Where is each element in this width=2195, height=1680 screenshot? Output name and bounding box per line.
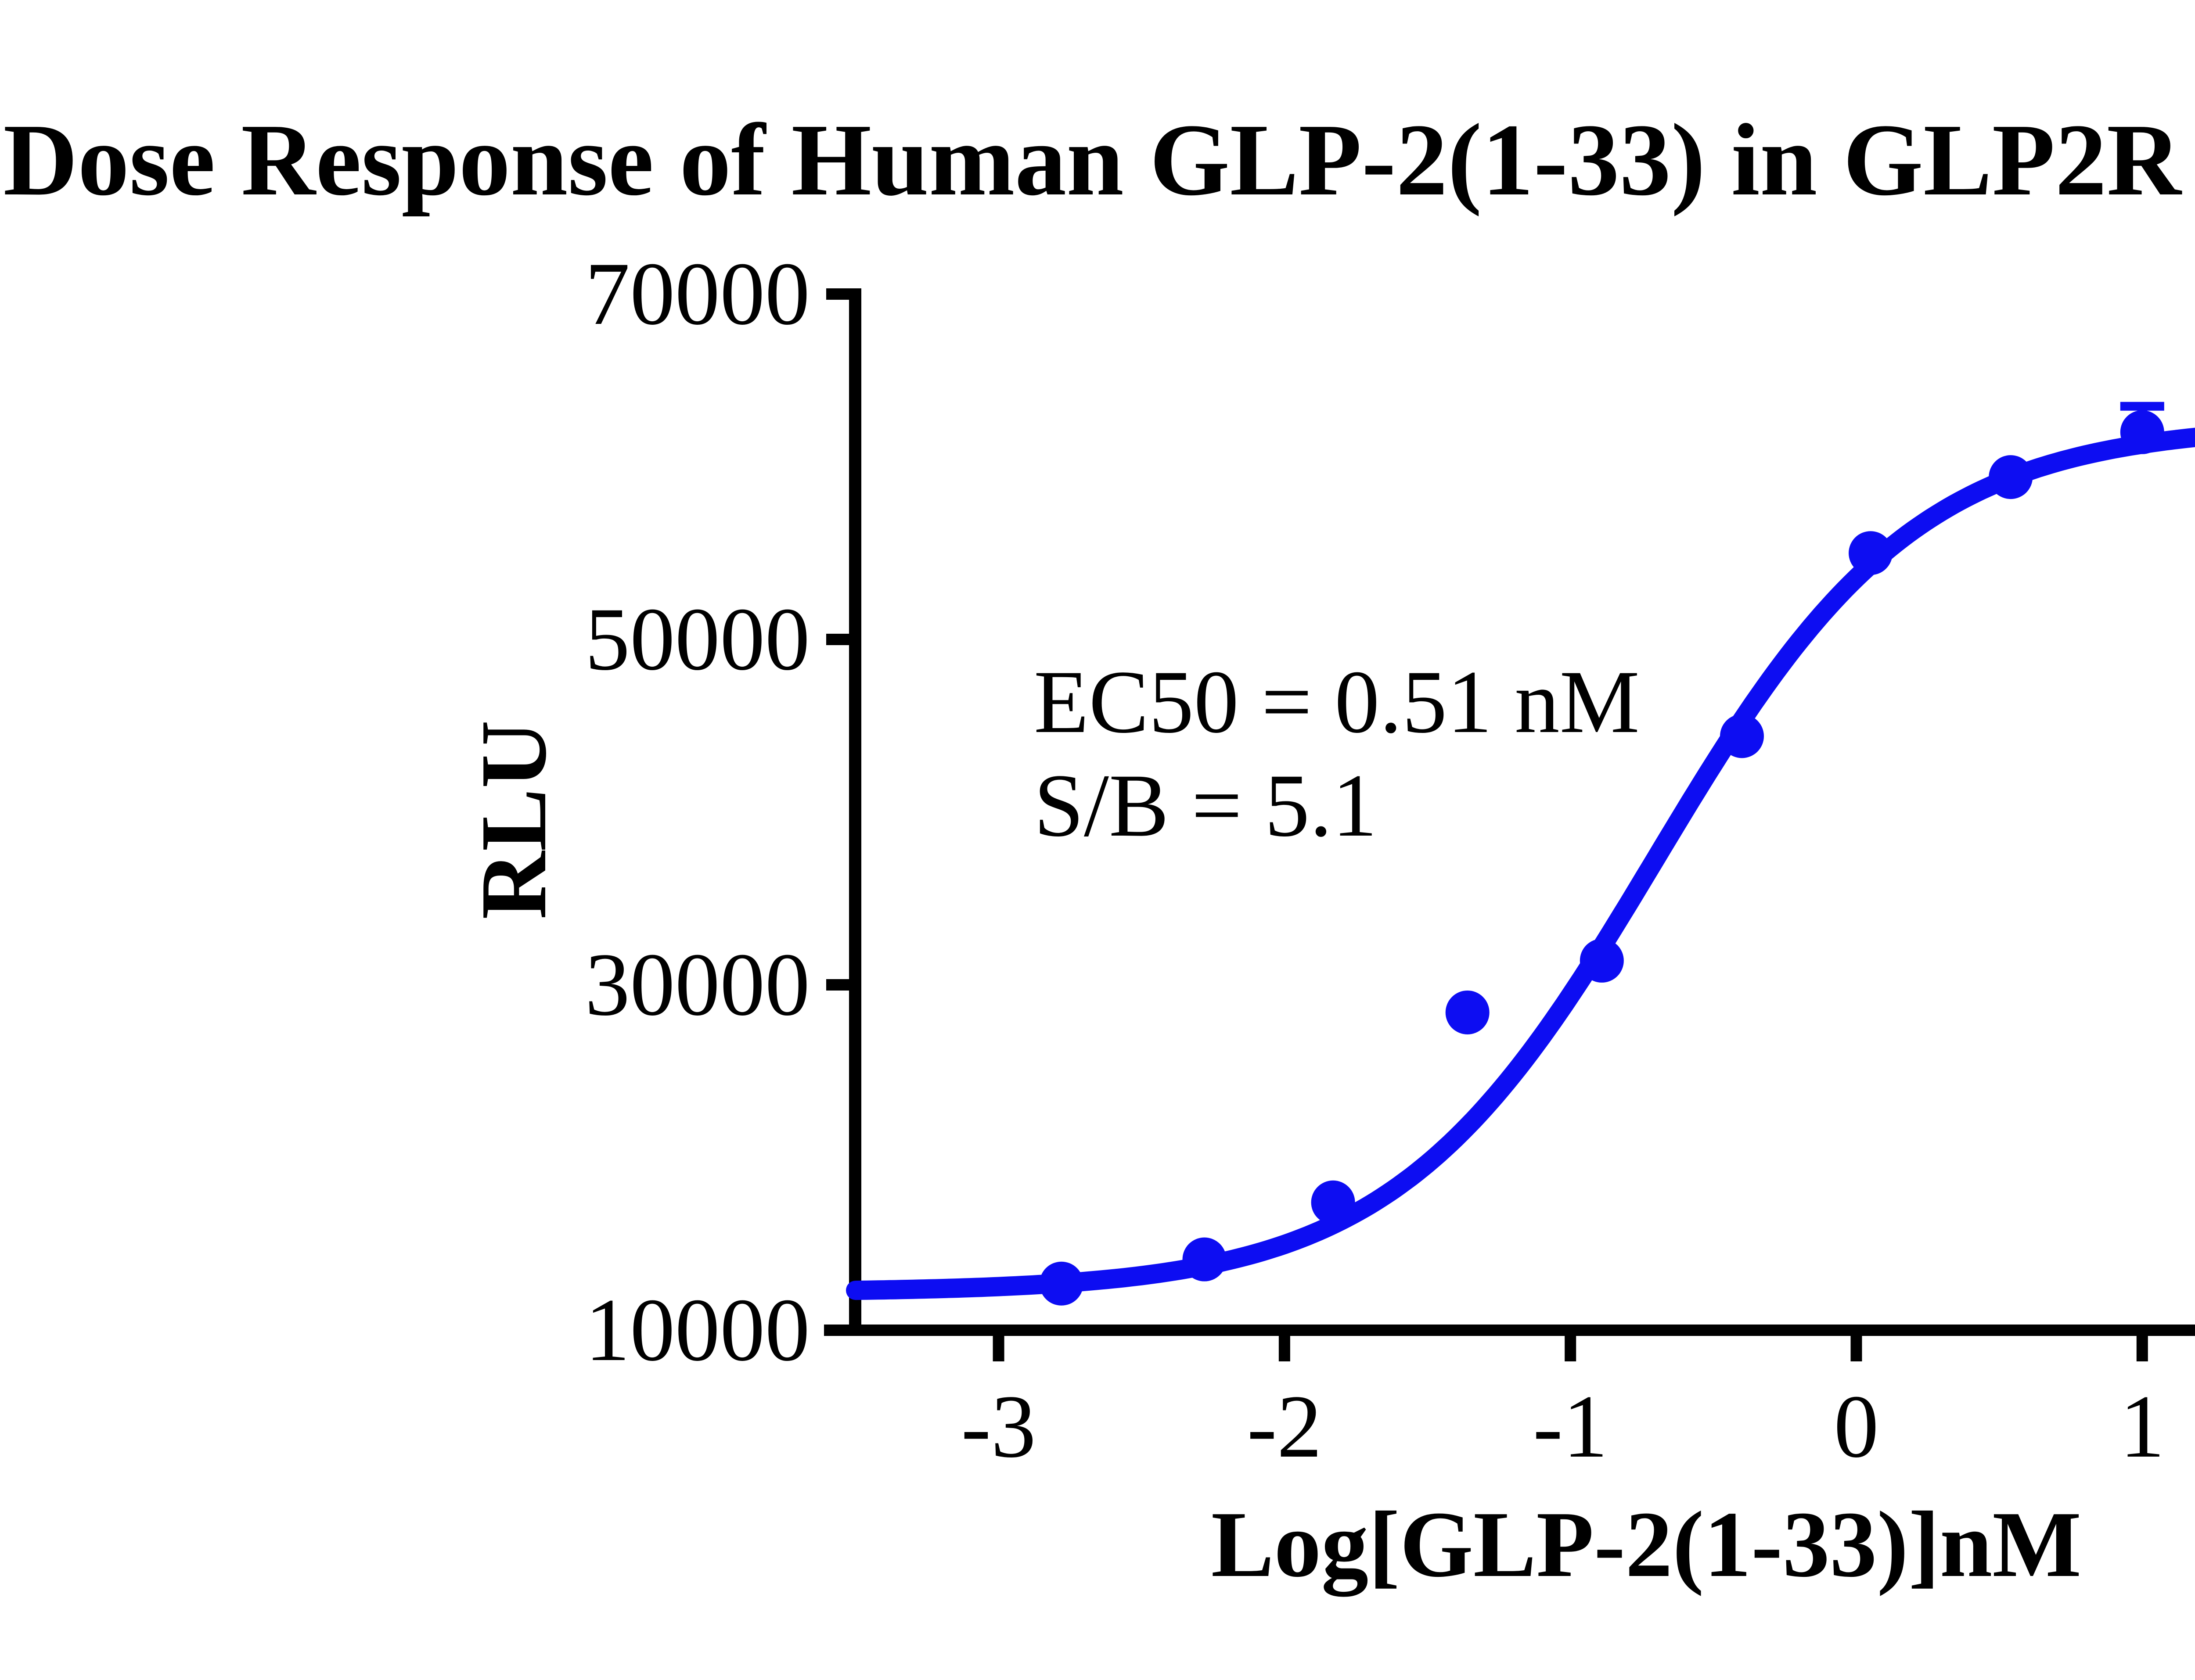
x-axis-title: Log[GLP-2(1-33)]nM [1211, 1492, 2082, 1597]
x-tick-label: -1 [1533, 1377, 1608, 1476]
data-point [1720, 714, 1764, 758]
data-point [1989, 455, 2033, 499]
y-tick-label: 10000 [585, 1280, 810, 1380]
x-tick-label: -3 [961, 1377, 1036, 1476]
y-tick-label: 50000 [585, 589, 810, 689]
data-point [2120, 410, 2164, 454]
fit-curve [846, 427, 2195, 1300]
y-tick-label: 30000 [585, 935, 810, 1034]
data-point [1849, 531, 1893, 575]
x-tick-label: 1 [2120, 1377, 2165, 1476]
ec50-text: EC50 = 0.51 nM [1034, 652, 1640, 752]
chart-title: Dose Response of Human GLP-2(1-33) in GL… [3, 103, 2195, 217]
x-tick-label: -2 [1247, 1377, 1322, 1476]
data-point [1445, 990, 1490, 1034]
data-point [1580, 938, 1624, 983]
x-tick-label: 0 [1834, 1377, 1879, 1476]
signal-to-background-text: S/B = 5.1 [1034, 756, 1378, 855]
y-tick-label: 70000 [585, 244, 810, 344]
data-point [1039, 1261, 1083, 1306]
fit-annotation: EC50 = 0.51 nM S/B = 5.1 [1034, 650, 1640, 858]
data-point [1182, 1237, 1227, 1282]
data-point [1311, 1180, 1355, 1224]
